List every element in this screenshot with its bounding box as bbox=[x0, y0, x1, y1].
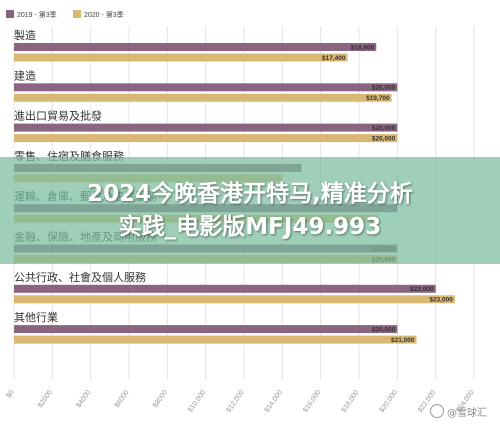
bar bbox=[14, 83, 398, 92]
value-label: $20,000 bbox=[372, 326, 396, 333]
value-label: $21,000 bbox=[391, 337, 415, 344]
value-label: $18,900 bbox=[351, 44, 375, 51]
category-label: 進出口貿易及批發 bbox=[14, 109, 102, 123]
overlay-title-line1: 2024今晚香港开特马,精准分析 bbox=[87, 180, 413, 207]
bar bbox=[14, 335, 417, 344]
legend-swatch-2020 bbox=[73, 10, 81, 18]
category-label: 製造 bbox=[14, 28, 36, 42]
value-label: $20,000 bbox=[372, 135, 396, 142]
value-label: $20,000 bbox=[372, 85, 396, 92]
legend-swatch-2019 bbox=[6, 10, 14, 18]
x-tick-label: $0 bbox=[5, 389, 15, 399]
x-tick-label: $18,000 bbox=[340, 389, 360, 414]
value-label: $20,000 bbox=[372, 125, 396, 132]
bar bbox=[14, 295, 455, 304]
category-label: 建造 bbox=[14, 68, 36, 82]
x-tick-label: $10,000 bbox=[187, 389, 207, 414]
value-label: $17,400 bbox=[322, 55, 346, 62]
x-tick-label: $12,000 bbox=[225, 389, 245, 414]
x-tick-label: $8000 bbox=[152, 389, 169, 409]
overlay-title-line2: 实践_电影版MFJ49.993 bbox=[118, 213, 382, 240]
legend-label-2020: 2020 - 第3季 bbox=[84, 10, 124, 19]
bar bbox=[14, 43, 377, 51]
bar bbox=[14, 284, 436, 293]
x-tick-label: $4000 bbox=[75, 389, 92, 409]
bar bbox=[14, 53, 348, 62]
bar bbox=[14, 93, 392, 102]
x-tick-label: $20,000 bbox=[379, 389, 399, 414]
value-label: $23,000 bbox=[429, 297, 453, 304]
x-tick-label: $6000 bbox=[114, 389, 131, 409]
value-label: $19,700 bbox=[366, 95, 390, 102]
legend: 2019 - 第3季 2020 - 第3季 bbox=[6, 10, 124, 19]
watermark-text: @雪球汇 bbox=[447, 407, 487, 419]
category-label: 其他行業 bbox=[14, 311, 58, 324]
bar bbox=[14, 134, 398, 143]
bar bbox=[14, 123, 398, 132]
value-label: $22,000 bbox=[410, 286, 434, 293]
bar bbox=[14, 325, 398, 334]
x-tick-label: $16,000 bbox=[302, 389, 322, 414]
overlay-banner: 2024今晚香港开特马,精准分析 实践_电影版MFJ49.993 bbox=[0, 157, 500, 264]
watermark: @雪球汇 bbox=[430, 402, 498, 420]
x-tick-label: $2000 bbox=[37, 389, 54, 409]
legend-label-2019: 2019 - 第3季 bbox=[17, 10, 57, 19]
watermark-logo-icon bbox=[430, 404, 444, 418]
x-axis-ticks: $0 $2000 $4000 $6000 $8000 $10,000 $12,000 $14,… bbox=[5, 389, 475, 414]
category-label: 公共行政、社會及個人服務 bbox=[14, 270, 146, 284]
x-tick-label: $14,000 bbox=[264, 389, 284, 414]
